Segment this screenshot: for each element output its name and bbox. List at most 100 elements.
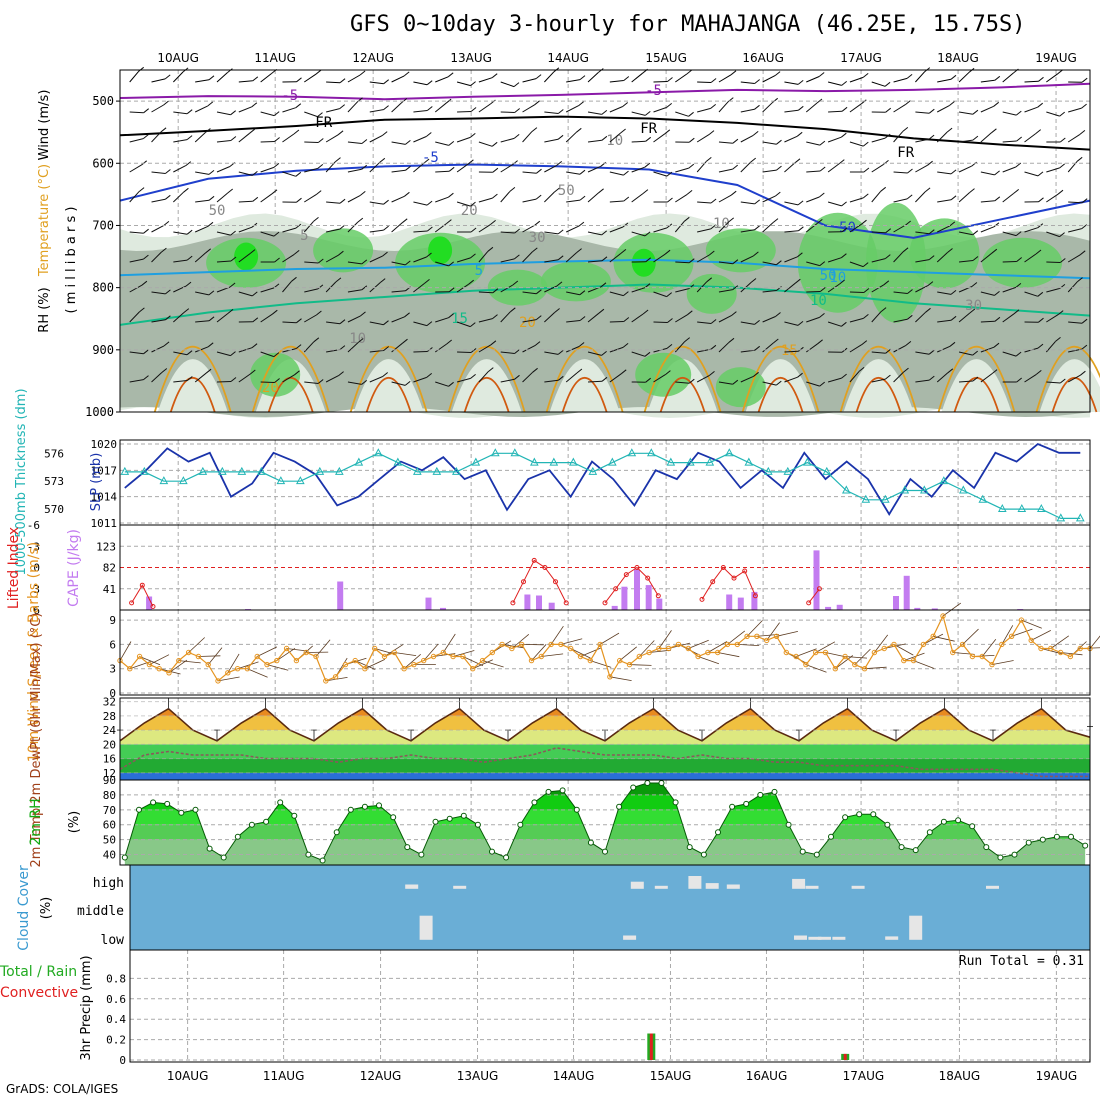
wind-barb-flag: [186, 350, 193, 356]
wind-barb-flag: [819, 140, 826, 146]
wind-barb: [893, 104, 906, 113]
wind-barb: [129, 70, 140, 83]
wind-barb: [522, 251, 533, 263]
wind-barb-flag: [754, 320, 760, 325]
wind10-marker: [1067, 653, 1074, 660]
thickness-marker: [373, 448, 383, 457]
wind-barb-flag: [817, 339, 823, 345]
cape-bar: [146, 596, 153, 610]
rh2m-marker: [291, 812, 298, 819]
contour-label: 10: [810, 293, 827, 309]
wind-barb-flag: [947, 368, 954, 374]
panel-frame: [129, 949, 1091, 1063]
wind-barb-flag: [296, 197, 302, 203]
wind-barb: [216, 111, 231, 116]
wind-barb-flag: [883, 160, 889, 165]
wind-barb: [784, 256, 798, 263]
wind-barb: [522, 78, 537, 83]
wind10-marker: [489, 649, 495, 656]
wind-barb-flag: [601, 110, 608, 115]
slp-line: [124, 442, 1081, 516]
wind-barb: [500, 81, 515, 88]
wind-barb: [871, 351, 886, 354]
wind-barb: [827, 136, 842, 143]
li-marker: [720, 565, 726, 570]
wind-barb-flag: [683, 216, 690, 222]
top-date-label: 15AUG: [645, 51, 687, 65]
wind-barb: [980, 226, 995, 233]
rh2m-marker: [517, 821, 524, 828]
thickness-marker: [276, 476, 286, 485]
bottom-date-label: 18AUG: [939, 1069, 981, 1083]
wind-barb: [609, 321, 624, 323]
wind-barb: [435, 196, 449, 203]
wind10-barb: [227, 653, 240, 674]
ytick-label: 600: [92, 156, 114, 170]
wind-barb: [544, 191, 555, 203]
wind-barb-flag: [664, 249, 671, 255]
wind-barb-flag: [667, 77, 673, 82]
wind-barb: [740, 81, 755, 84]
wind-barb-flag: [531, 127, 538, 132]
wind-barb: [1002, 72, 1014, 83]
thickness-marker: [900, 485, 910, 494]
ytick-label: 24: [103, 724, 117, 737]
ytick-label: 1000: [85, 405, 114, 419]
rh2m-marker: [1011, 851, 1018, 858]
wind-barb: [500, 231, 515, 234]
wind-barb: [173, 111, 188, 115]
wind-barb: [347, 261, 362, 265]
wind-barb: [544, 111, 559, 114]
rh2m-marker: [489, 848, 495, 855]
wind-barb: [260, 111, 275, 117]
wind-barb-flag: [1038, 317, 1044, 323]
wind-barb: [849, 261, 864, 268]
wind-barb-flag: [470, 253, 476, 259]
wind-barb: [435, 170, 450, 173]
thickness-marker: [412, 466, 422, 475]
wind-barb: [697, 81, 712, 83]
wind-barb: [609, 106, 623, 113]
wind-barb-flag: [819, 261, 826, 266]
rh-green-cell: [540, 261, 611, 302]
wind-barb: [762, 222, 774, 233]
wind-barb-flag: [492, 193, 498, 199]
wind-barb: [456, 283, 469, 293]
cape-bar: [337, 581, 344, 610]
contour-label: 15: [451, 311, 468, 327]
wind-barb-flag: [728, 217, 735, 223]
wind10-barb: [629, 664, 652, 666]
wind-barb-flag: [862, 141, 869, 147]
wind-barb-flag: [620, 249, 627, 254]
wind10-marker: [1028, 637, 1034, 644]
wind-barb-flag: [862, 262, 869, 267]
ytick-label: 6: [109, 638, 116, 651]
wind-barb: [457, 111, 472, 113]
wind-barb: [1068, 228, 1082, 233]
wind-barb-flag: [405, 165, 411, 171]
li-marker: [531, 557, 537, 563]
wind-barb: [435, 381, 449, 387]
cloud-cell: [419, 915, 433, 940]
wind-barb: [718, 101, 729, 113]
wind-barb: [478, 371, 489, 383]
wind-barb-flag: [1038, 76, 1044, 82]
wind-barb-flag: [317, 138, 324, 143]
wind-barb: [587, 192, 599, 203]
wind-barb: [194, 372, 207, 383]
wind-barb: [893, 77, 908, 83]
wind-barb-flag: [514, 349, 520, 354]
wind-barb: [391, 316, 405, 323]
wind-barb: [566, 346, 580, 353]
wind-barb: [718, 315, 732, 323]
rh-light-hump: [1039, 359, 1100, 412]
wind-barb-flag: [1077, 277, 1083, 282]
rh2m-marker: [220, 854, 227, 861]
wind-barb-flag: [753, 371, 759, 377]
wind10-marker: [225, 670, 231, 676]
wind10-marker: [156, 666, 162, 672]
wind-barb-flag: [183, 308, 190, 313]
isotherm-25-arc: [463, 377, 510, 413]
wind-barb: [544, 285, 558, 293]
wind-barb: [697, 107, 711, 113]
